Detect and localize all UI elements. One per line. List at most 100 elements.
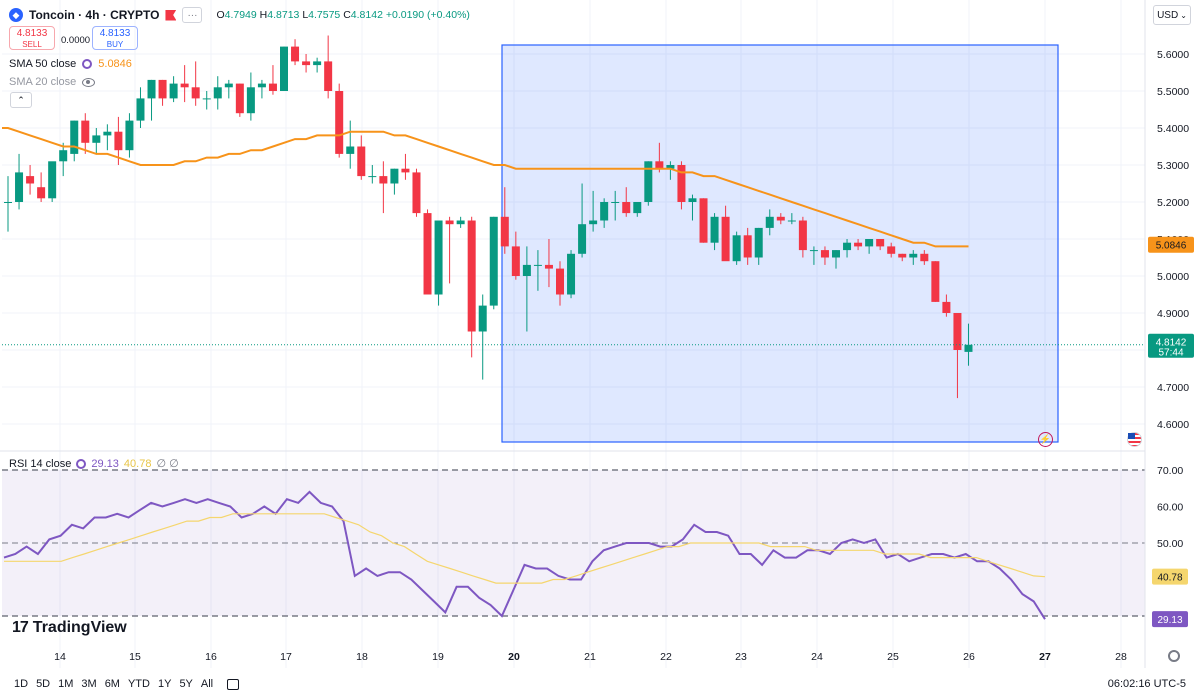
candle-body [59, 150, 68, 162]
ohlc-values: O4.7949 H4.8713 L4.7575 C4.8142 +0.0190 … [216, 9, 470, 21]
candle-body [688, 198, 697, 202]
candle-body [335, 91, 344, 154]
time-axis[interactable]: 14 15 16 17 18 19 20 21 22 23 24 25 26 27 28 [54, 651, 1127, 663]
spread-value: 0.0000 [61, 35, 91, 46]
candle-body [379, 176, 388, 184]
candle-body [964, 344, 973, 352]
timeframe-1y[interactable]: 1Y [157, 678, 172, 690]
rsi-tick-label: 50.00 [1157, 538, 1183, 550]
candle-body [235, 83, 244, 114]
candle-body [500, 216, 509, 247]
time-tick-label: 28 [1115, 651, 1127, 663]
candle-body [213, 87, 222, 99]
candle-body [445, 220, 454, 225]
sell-button[interactable]: 4.8133 SELL [9, 26, 55, 50]
flag-icon[interactable] [165, 9, 177, 21]
candle-body [556, 268, 564, 295]
candle-body [633, 202, 642, 214]
sma50-legend[interactable]: SMA 50 close 5.0846 [9, 58, 132, 70]
price-tick-label: 5.2000 [1157, 197, 1189, 209]
candle-body [280, 46, 288, 91]
candle-body [644, 161, 653, 202]
price-tick-label: 4.7000 [1157, 382, 1189, 394]
timeframe-6m[interactable]: 6M [104, 678, 120, 690]
rsi-ma-line [4, 513, 1046, 584]
more-icon[interactable]: ··· [182, 7, 203, 23]
rsi-ma-tag-value: 40.78 [1157, 573, 1182, 584]
candle-body [158, 79, 167, 99]
selection-rectangle[interactable] [501, 44, 1059, 443]
calendar-icon[interactable] [227, 678, 240, 690]
rsi-line [3, 490, 1046, 620]
timeframe-1d[interactable]: 1D [14, 678, 29, 690]
lightning-icon[interactable]: ⚡ [1038, 432, 1053, 447]
candle-body [754, 227, 763, 258]
chevron-up-icon: ⌃ [17, 94, 25, 105]
candle-body [346, 146, 355, 154]
time-tick-label: 20 [508, 651, 520, 663]
candle-body [478, 305, 487, 332]
candle-body [191, 87, 200, 99]
hidden-eye-icon[interactable] [82, 77, 96, 87]
candle-body [622, 202, 631, 214]
sell-label: SELL [22, 40, 42, 49]
time-tick-label: 27 [1039, 651, 1051, 663]
candle-body [434, 220, 443, 295]
candle-body [224, 83, 233, 88]
candle-body [15, 172, 24, 202]
candle-body [324, 61, 333, 91]
candle-body [114, 131, 123, 151]
candle-body [467, 220, 476, 332]
currency-selector[interactable]: USD ⌄ [1153, 5, 1191, 25]
candle-body [103, 131, 112, 136]
time-tick-label: 24 [811, 651, 823, 663]
candle-body [48, 161, 57, 199]
rsi-extra: ∅ ∅ [156, 458, 179, 470]
candle-body [202, 98, 211, 100]
candle-body [832, 250, 840, 258]
us-flag-icon[interactable] [1127, 432, 1142, 447]
timeframe-ytd[interactable]: YTD [127, 678, 150, 690]
candle-body [920, 253, 929, 262]
sma50-tag-value: 5.0846 [1156, 241, 1187, 252]
settings-gear-icon[interactable] [1168, 650, 1180, 662]
price-tick-label: 5.3000 [1157, 160, 1189, 172]
candle-body [942, 301, 951, 313]
timeframe-5d[interactable]: 5D [36, 678, 51, 690]
candle-body [522, 264, 531, 276]
timeframe-5y[interactable]: 5Y [179, 678, 193, 690]
rsi-ma-tag [1152, 568, 1188, 585]
clock[interactable]: 06:02:16 UTC-5 [1107, 678, 1186, 690]
countdown-value: 57:44 [1158, 348, 1183, 359]
rsi-cycle-icon[interactable] [76, 458, 87, 469]
sma20-legend[interactable]: SMA 20 close [9, 76, 96, 88]
timeframe-3m[interactable]: 3M [81, 678, 97, 690]
buy-button[interactable]: 4.8133 BUY [92, 26, 138, 50]
tradingview-logo[interactable]: 17 TradingView [12, 619, 127, 637]
time-tick-label: 14 [54, 651, 66, 663]
rsi-tick-label: 70.00 [1157, 465, 1183, 477]
rsi-legend[interactable]: RSI 14 close 29.13 40.78 ∅ ∅ [9, 457, 179, 471]
price-axis[interactable]: 4.60004.70004.80004.90005.00005.10005.20… [1148, 49, 1194, 431]
candle-body [876, 239, 885, 247]
time-tick-label: 17 [280, 651, 292, 663]
candle-body [423, 213, 432, 295]
collapse-legend-button[interactable]: ⌃ [10, 92, 32, 108]
timeframe-1m[interactable]: 1M [58, 678, 74, 690]
symbol-title[interactable]: Toncoin · 4h · CRYPTO [29, 8, 160, 22]
candles-layer [4, 35, 973, 399]
candle-body [544, 264, 553, 269]
candle-body [666, 165, 675, 169]
timeframe-all[interactable]: All [200, 678, 214, 690]
cycle-icon[interactable] [82, 59, 93, 69]
sma50-label: SMA 50 close [9, 58, 77, 70]
candle-body [843, 242, 852, 251]
candle-body [268, 83, 277, 91]
candle-body [743, 235, 752, 258]
candle-body [180, 83, 189, 88]
timeframe-bar: 1D 5D 1M 3M 6M YTD 1Y 5Y All 06:02:16 UT… [0, 670, 1200, 698]
candle-body [699, 198, 708, 243]
candle-body [898, 253, 907, 258]
